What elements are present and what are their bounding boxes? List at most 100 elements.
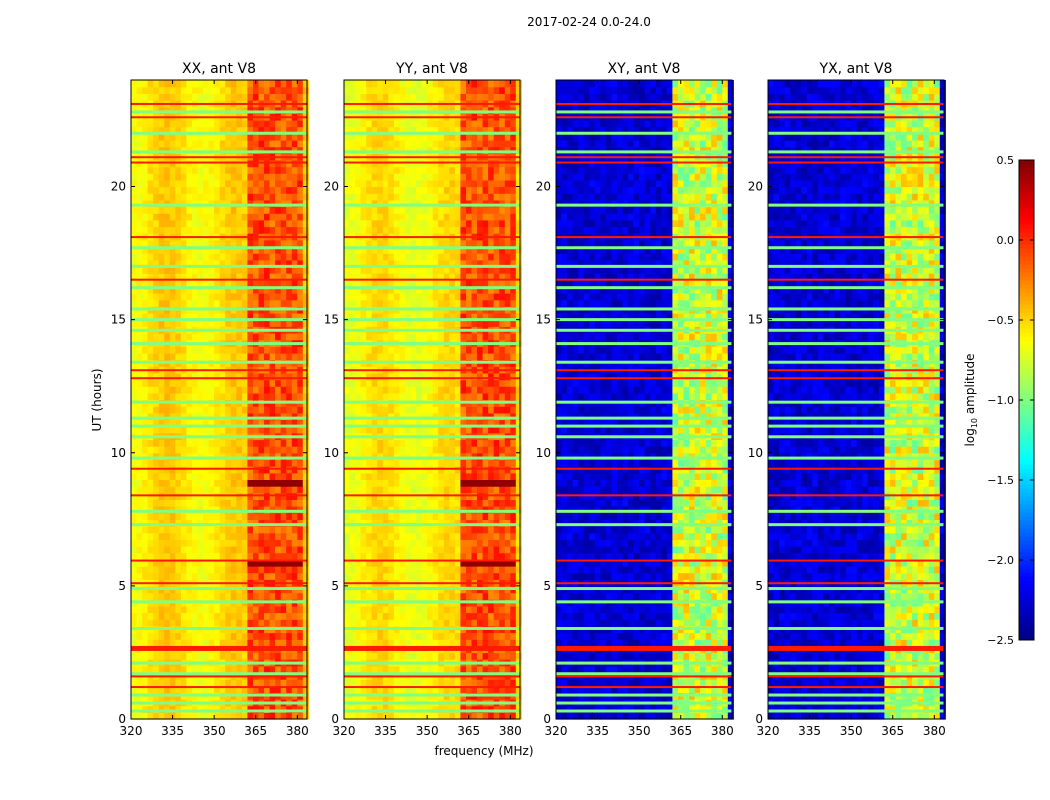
heatmap-cell xyxy=(169,313,176,321)
heatmap-cell xyxy=(504,352,511,361)
heatmap-cell xyxy=(147,259,154,267)
heatmap-cell xyxy=(208,632,215,640)
heatmap-cell xyxy=(264,545,271,554)
heatmap-cell xyxy=(344,439,351,447)
heatmap-cell xyxy=(225,193,232,201)
heatmap-cell xyxy=(454,419,461,427)
heatmap-cell xyxy=(241,193,248,201)
heatmap-cell xyxy=(344,605,351,614)
heatmap-cell xyxy=(180,619,187,627)
heatmap-cell xyxy=(247,639,254,647)
heatmap-cell xyxy=(219,639,226,647)
heatmap-cell xyxy=(230,392,237,401)
heatmap-cell xyxy=(460,679,467,687)
heatmap-cell xyxy=(180,565,187,574)
heatmap-cell xyxy=(192,506,199,514)
heatmap-cell xyxy=(477,705,484,713)
heatmap-cell xyxy=(291,93,298,101)
heatmap-cell xyxy=(344,386,351,394)
heatmap-cell xyxy=(197,299,204,307)
heatmap-cell xyxy=(247,352,254,361)
heatmap-cell xyxy=(197,266,204,274)
heatmap-cell xyxy=(186,213,193,221)
heatmap-cell xyxy=(158,119,165,128)
heatmap-cell xyxy=(388,612,395,620)
flagged-row-red xyxy=(131,236,307,239)
heatmap-cell xyxy=(344,426,351,434)
heatmap-cell xyxy=(269,279,276,287)
heatmap-cell xyxy=(192,372,199,381)
heatmap-cell xyxy=(175,193,182,201)
heatmap-cell xyxy=(164,126,171,134)
heatmap-cell xyxy=(214,379,221,387)
heatmap-cell xyxy=(192,332,199,341)
heatmap-cell xyxy=(219,379,226,387)
heatmap-cell xyxy=(438,519,445,527)
heatmap-cell xyxy=(241,319,248,327)
heatmap-cell xyxy=(269,239,276,248)
heatmap-cell xyxy=(388,506,395,514)
x-tick-label: 365 xyxy=(244,724,267,738)
heatmap-cell xyxy=(258,439,265,447)
heatmap-cell xyxy=(416,526,423,534)
heatmap-cell xyxy=(280,679,287,687)
heatmap-cell xyxy=(471,406,478,414)
x-tick-label: 320 xyxy=(120,724,143,738)
heatmap-cell xyxy=(393,466,400,474)
heatmap-cell xyxy=(197,532,204,540)
heatmap-cell xyxy=(230,572,237,580)
heatmap-cell xyxy=(355,565,362,574)
heatmap-cell xyxy=(203,293,210,301)
heatmap-cell xyxy=(136,266,143,274)
heatmap-cell xyxy=(236,253,243,261)
heatmap-cell xyxy=(142,346,149,354)
heatmap-cell xyxy=(382,446,389,454)
heatmap-cell xyxy=(258,346,265,354)
heatmap-cell xyxy=(382,439,389,447)
heatmap-cell xyxy=(214,213,221,221)
heatmap-cell xyxy=(388,472,395,480)
heatmap-cell xyxy=(349,539,356,547)
heatmap-cell xyxy=(131,472,138,480)
heatmap-cell xyxy=(241,199,248,208)
heatmap-cell xyxy=(253,293,260,301)
heatmap-cell xyxy=(477,545,484,554)
heatmap-cell xyxy=(438,565,445,574)
heatmap-cell xyxy=(291,439,298,447)
heatmap-cell xyxy=(147,213,154,221)
heatmap-cell xyxy=(247,665,254,674)
heatmap-cell xyxy=(142,472,149,480)
heatmap-cell xyxy=(219,259,226,267)
heatmap-cell xyxy=(344,652,351,660)
heatmap-cell xyxy=(230,472,237,480)
heatmap-cell xyxy=(219,459,226,467)
heatmap-cell xyxy=(208,559,215,567)
heatmap-cell xyxy=(147,419,154,427)
heatmap-cell xyxy=(297,539,304,547)
heatmap-cell xyxy=(477,619,484,627)
heatmap-cell xyxy=(297,226,304,234)
heatmap-cell xyxy=(371,372,378,381)
heatmap-cell xyxy=(405,426,412,434)
heatmap-cell xyxy=(186,426,193,434)
heatmap-cell xyxy=(147,253,154,261)
heatmap-cell xyxy=(399,332,406,341)
flagged-row-green xyxy=(131,661,307,665)
heatmap-cell xyxy=(515,612,522,620)
heatmap-cell xyxy=(410,539,417,547)
heatmap-cell xyxy=(482,545,489,554)
heatmap-cell xyxy=(466,705,473,713)
heatmap-cell xyxy=(432,332,439,341)
heatmap-cell xyxy=(136,179,143,188)
heatmap-cell xyxy=(219,565,226,574)
heatmap-cell xyxy=(258,266,265,274)
heatmap-cell xyxy=(371,526,378,534)
heatmap-cell xyxy=(142,499,149,507)
heatmap-cell xyxy=(269,259,276,267)
heatmap-cell xyxy=(208,605,215,614)
heatmap-cell xyxy=(291,372,298,381)
heatmap-cell xyxy=(477,532,484,540)
heatmap-cell xyxy=(280,219,287,228)
heatmap-cell xyxy=(410,552,417,560)
heatmap-cell xyxy=(131,652,138,660)
